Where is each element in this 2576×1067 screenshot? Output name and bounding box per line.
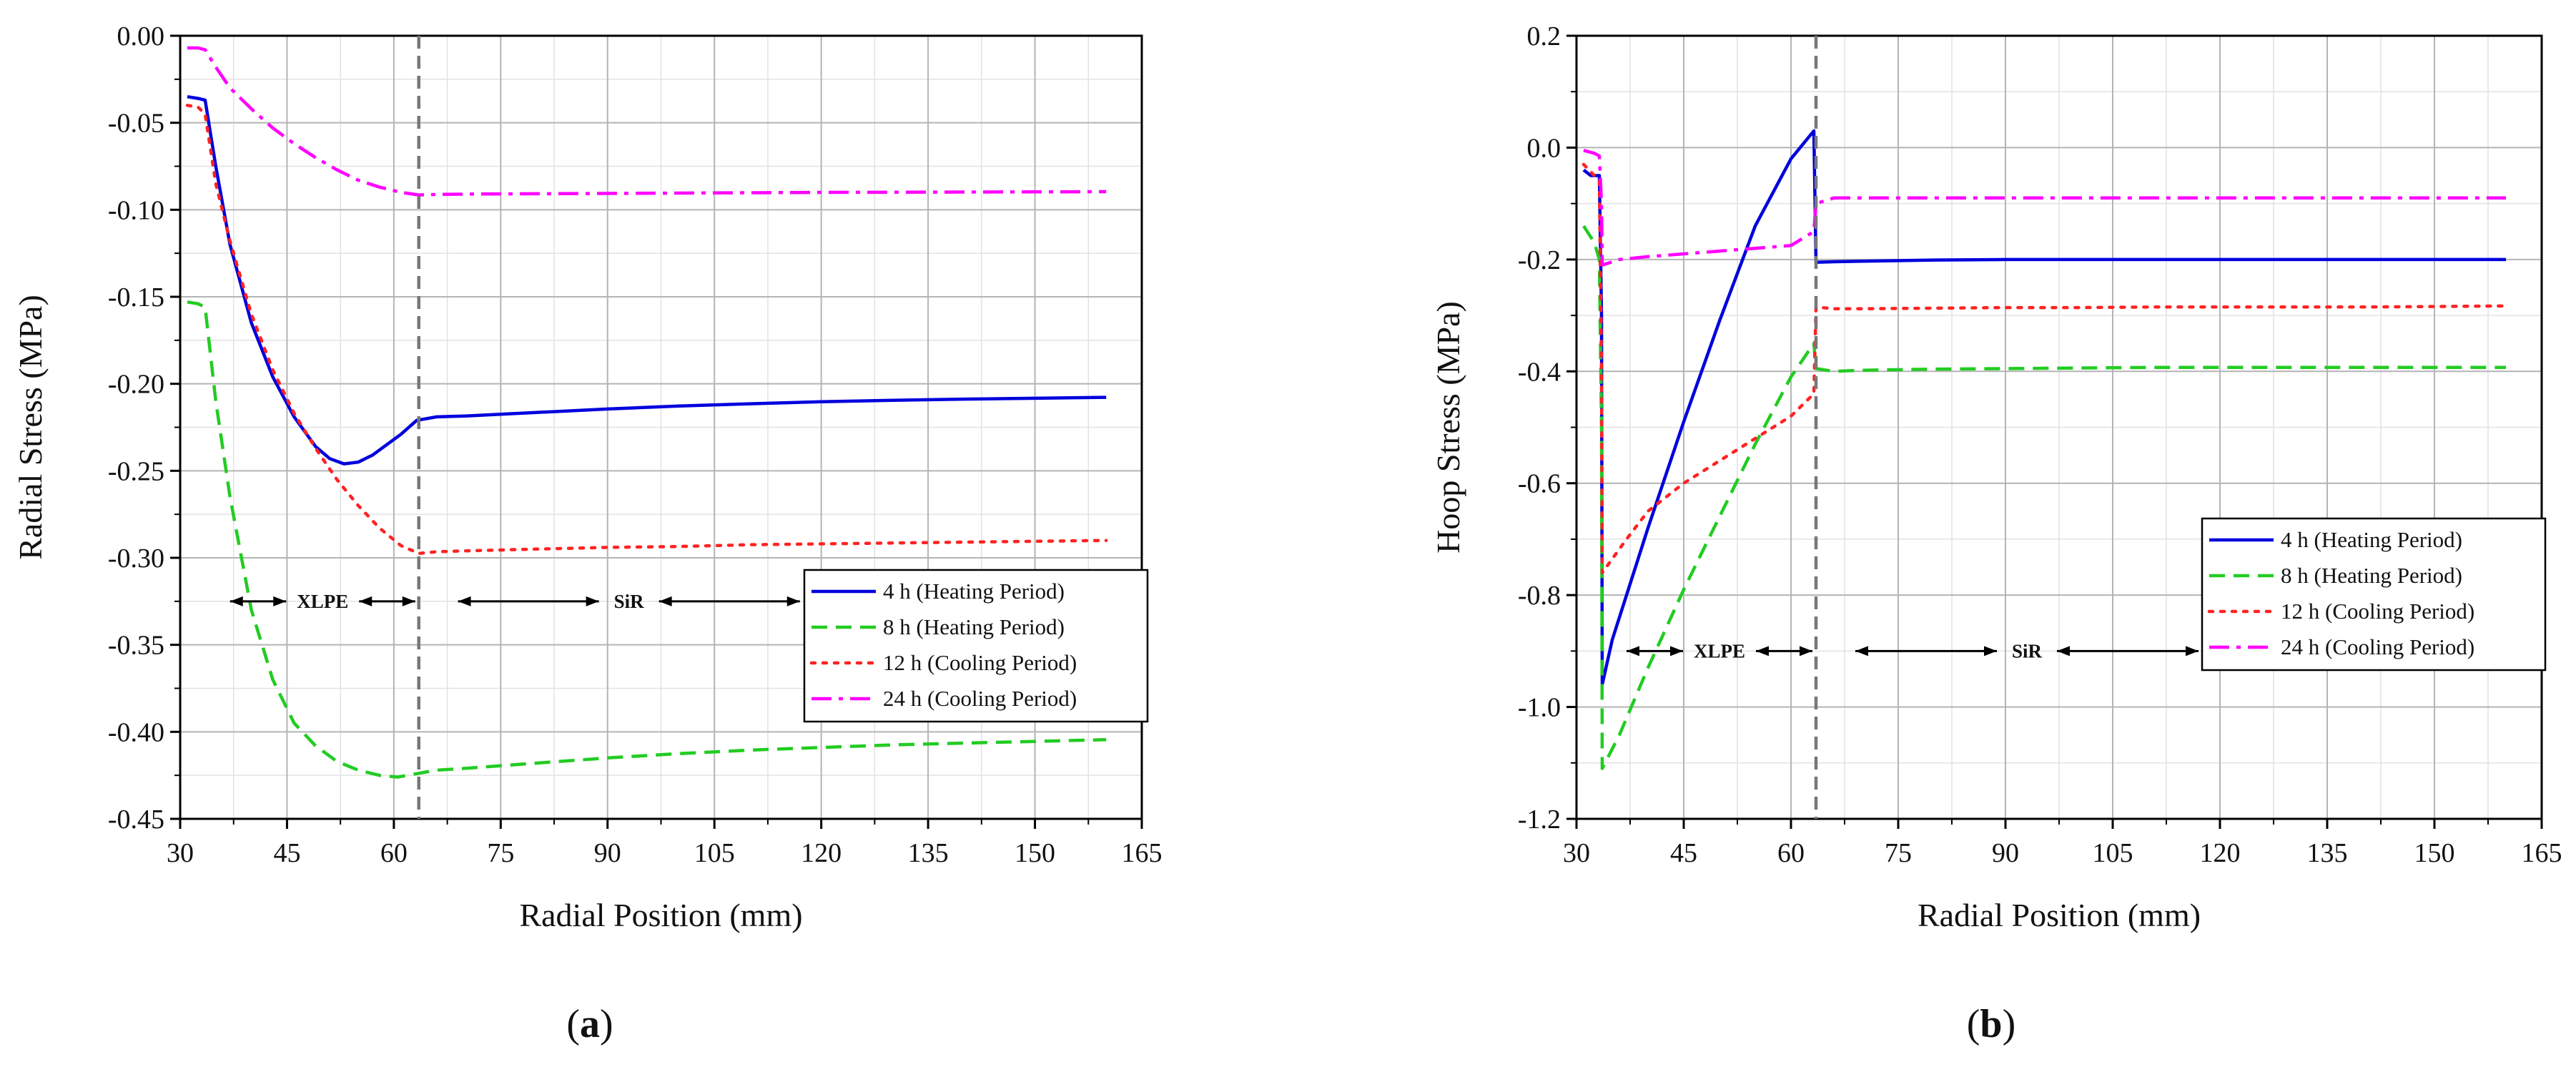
x-tick-label: 90 — [1992, 838, 2019, 868]
x-tick-label: 120 — [801, 838, 842, 868]
y-tick-label: -0.8 — [1518, 581, 1561, 611]
y-tick-label: -0.40 — [108, 717, 164, 747]
arrowhead-left — [1627, 646, 1639, 657]
y-tick-label: 0.00 — [117, 21, 165, 51]
x-tick-label: 120 — [2200, 838, 2241, 868]
region-label: XLPE — [297, 591, 348, 612]
arrowhead-right — [1670, 646, 1683, 657]
y-tick-label: -0.10 — [108, 195, 164, 225]
arrowhead-left — [458, 596, 471, 606]
y-tick-label: -0.6 — [1518, 469, 1561, 499]
y-tick-label: -0.05 — [108, 109, 164, 139]
region-label: XLPE — [1694, 640, 1745, 662]
legend-label: 8 h (Heating Period) — [883, 614, 1065, 639]
arrowhead-right — [273, 596, 287, 606]
legend-label: 12 h (Cooling Period) — [2281, 599, 2474, 624]
x-tick-label: 30 — [1563, 838, 1590, 868]
legend-label: 8 h (Heating Period) — [2281, 563, 2462, 588]
arrowhead-right — [402, 596, 415, 606]
arrowhead-left — [359, 596, 372, 606]
x-tick-label: 165 — [2522, 838, 2562, 868]
y-tick-label: -0.20 — [108, 370, 164, 400]
legend-label: 4 h (Heating Period) — [883, 579, 1065, 604]
x-tick-label: 105 — [2093, 838, 2133, 868]
x-axis-title: Radial Position (mm) — [1918, 897, 2201, 933]
x-tick-label: 75 — [487, 838, 514, 868]
legend-box — [2201, 517, 2547, 672]
arrowhead-right — [1800, 646, 1812, 657]
arrowhead-right — [586, 596, 599, 606]
y-tick-label: -1.0 — [1518, 693, 1561, 723]
y-tick-label: -0.4 — [1518, 357, 1561, 387]
region-label: SiR — [2012, 640, 2043, 662]
x-tick-label: 150 — [2414, 838, 2455, 868]
x-tick-label: 60 — [1777, 838, 1805, 868]
arrowhead-left — [2057, 646, 2070, 657]
series-line — [1583, 149, 2506, 267]
x-tick-label: 90 — [594, 838, 621, 868]
series-line — [187, 46, 1107, 197]
arrowhead-left — [658, 596, 672, 606]
y-tick-label: -0.45 — [108, 805, 164, 835]
x-tick-label: 45 — [1670, 838, 1697, 868]
chart-panel-a: 30 45 60 75 90 105 120 135 150 165 0.00 -0.05 -0.10 -… — [12, 21, 1162, 933]
x-tick-label: 45 — [273, 838, 300, 868]
legend-label: 4 h (Heating Period) — [2281, 527, 2462, 552]
arrowhead-left — [230, 596, 243, 606]
y-axis-title: Radial Stress (MPa) — [12, 295, 49, 560]
legend-label: 24 h (Cooling Period) — [2281, 634, 2474, 659]
series-line — [1581, 162, 2508, 575]
x-tick-label: 60 — [380, 838, 408, 868]
legend-label: 24 h (Cooling Period) — [883, 686, 1077, 711]
y-tick-label: -0.15 — [108, 282, 164, 313]
x-tick-label: 135 — [2307, 838, 2348, 868]
y-tick-label: 0.0 — [1527, 133, 1561, 163]
arrowhead-left — [1855, 646, 1868, 657]
panel-label-a: (a) — [566, 1002, 613, 1046]
y-tick-label: -0.30 — [108, 544, 164, 574]
x-tick-label: 135 — [908, 838, 949, 868]
legend-label: 12 h (Cooling Period) — [883, 650, 1077, 675]
series-line — [187, 94, 1107, 466]
x-tick-label: 75 — [1885, 838, 1912, 868]
x-tick-label: 105 — [694, 838, 735, 868]
chart-panel-b: 30 45 60 75 90 105 120 135 150 165 0.2 0.0 -0.2 -0.4 -… — [1430, 21, 2562, 933]
series-line — [185, 104, 1108, 556]
series-line — [187, 300, 1107, 779]
y-tick-label: -0.25 — [108, 456, 164, 486]
arrowhead-right — [2186, 646, 2199, 657]
x-axis-title: Radial Position (mm) — [519, 897, 802, 933]
x-tick-label: 165 — [1122, 838, 1163, 868]
panel-label-b: (b) — [1967, 1002, 2015, 1046]
y-tick-label: -0.2 — [1518, 245, 1561, 275]
x-tick-label: 30 — [167, 838, 194, 868]
arrowhead-right — [786, 596, 800, 606]
y-tick-label: -0.35 — [108, 631, 164, 661]
arrowhead-right — [1984, 646, 1997, 657]
arrowhead-left — [1756, 646, 1769, 657]
y-tick-label: -1.2 — [1518, 805, 1561, 835]
y-axis-title: Hoop Stress (MPa) — [1430, 301, 1466, 554]
x-tick-label: 150 — [1015, 838, 1055, 868]
y-tick-label: 0.2 — [1527, 21, 1561, 51]
legend-box — [803, 569, 1149, 723]
region-label: SiR — [614, 591, 645, 612]
